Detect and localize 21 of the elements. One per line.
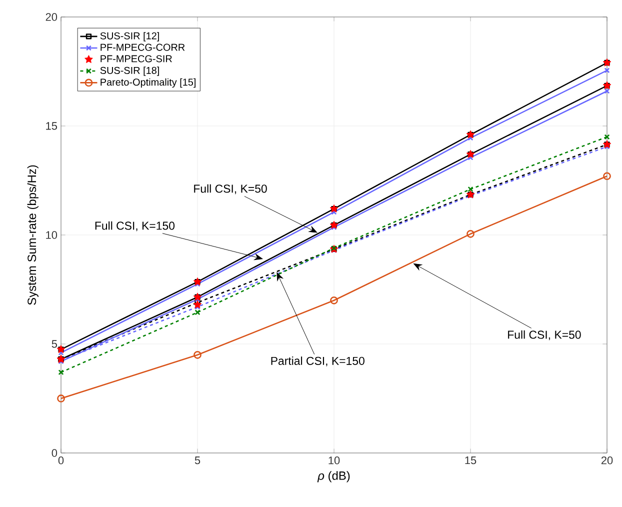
y-tick-label: 15 bbox=[46, 122, 58, 130]
legend-label: PF-MPECG-CORR bbox=[100, 44, 185, 51]
legend-label: SUS-SIR [12] bbox=[100, 32, 159, 42]
legend-label: PF-MPECG-SIR bbox=[100, 55, 172, 62]
x-tick-label: 5 bbox=[194, 456, 200, 464]
legend-label: SUS-SIR [18] bbox=[100, 66, 159, 76]
x-axis-title: ρ (dB) bbox=[317, 471, 350, 482]
y-axis-title: System Sum-rate (bps/Hz) bbox=[27, 165, 38, 305]
legend-label: Pareto-Optimality [15] bbox=[100, 78, 196, 88]
annotation: Partial CSI, K=150 bbox=[271, 356, 364, 366]
x-tick-label: 15 bbox=[465, 456, 476, 464]
y-tick-label: 0 bbox=[52, 449, 58, 457]
annotation: Full CSI, K=50 bbox=[508, 330, 581, 340]
y-tick-label: 5 bbox=[52, 340, 58, 348]
x-tick-label: 0 bbox=[58, 456, 64, 464]
annotation: Full CSI, K=50 bbox=[194, 184, 267, 194]
x-tick-label: 10 bbox=[328, 456, 340, 464]
y-tick-label: 20 bbox=[46, 13, 58, 21]
x-tick-label: 20 bbox=[601, 456, 613, 464]
y-tick-label: 10 bbox=[46, 231, 58, 239]
annotation: Full CSI, K=150 bbox=[95, 221, 175, 232]
